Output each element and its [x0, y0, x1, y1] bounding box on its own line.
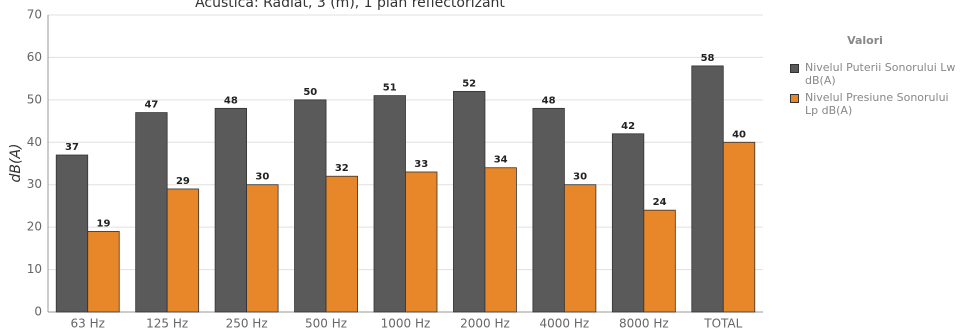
- bar: [135, 112, 168, 313]
- legend-items: Nivelul Puterii Sonorului Lw dB(A) Nivelu…: [790, 61, 960, 117]
- chart-title: Acustica: Radiat, 3 (m), 1 plan reflecto…: [195, 0, 505, 11]
- legend-title: Valori: [847, 34, 883, 47]
- value-label: 40: [732, 129, 746, 140]
- legend-swatch: [790, 64, 799, 73]
- bar: [325, 175, 358, 313]
- x-tick-label: 1000 Hz: [381, 317, 431, 331]
- value-label: 50: [303, 87, 317, 98]
- value-label: 32: [335, 163, 349, 174]
- legend-swatch: [790, 94, 799, 103]
- bar: [405, 171, 438, 313]
- bar: [691, 65, 724, 313]
- legend-item: Nivelul Puterii Sonorului Lw dB(A): [790, 61, 960, 87]
- x-tick-label: TOTAL: [703, 317, 742, 331]
- value-label: 42: [621, 121, 635, 132]
- value-label: 37: [65, 142, 79, 153]
- bar: [532, 107, 565, 313]
- legend: Valori Nivelul Puterii Sonorului Lw dB(A…: [790, 34, 960, 121]
- value-label: 19: [97, 218, 111, 229]
- value-label: 29: [176, 176, 190, 187]
- x-tick-label: 125 Hz: [146, 317, 188, 331]
- bar: [55, 154, 89, 313]
- bar: [246, 184, 279, 313]
- legend-label: Nivelul Presiune Sonorului Lp dB(A): [805, 91, 949, 117]
- value-label: 48: [224, 95, 238, 106]
- y-tick-label: 10: [27, 262, 42, 276]
- value-label: 33: [414, 159, 428, 170]
- y-tick-label: 70: [27, 8, 42, 22]
- legend-label: Nivelul Puterii Sonorului Lw dB(A): [805, 61, 956, 87]
- bar: [611, 133, 645, 313]
- x-tick-label: 4000 Hz: [540, 317, 590, 331]
- bar: [722, 141, 756, 313]
- bar: [643, 209, 676, 313]
- bar: [563, 184, 597, 313]
- y-tick-label: 0: [34, 305, 42, 319]
- legend-item: Nivelul Presiune Sonorului Lp dB(A): [790, 91, 960, 117]
- y-tick-label: 30: [27, 177, 42, 191]
- x-tick-label: 63 Hz: [71, 317, 105, 331]
- bar: [484, 167, 517, 313]
- value-label: 48: [542, 95, 556, 106]
- x-tick-label: 8000 Hz: [619, 317, 669, 331]
- bar: [166, 188, 200, 313]
- x-tick-label: 250 Hz: [226, 317, 268, 331]
- value-label: 51: [383, 83, 397, 94]
- x-tick-label: 500 Hz: [305, 317, 347, 331]
- bar: [294, 99, 327, 313]
- y-axis-label: dB(A): [8, 144, 24, 183]
- bar: [453, 90, 486, 313]
- value-label: 58: [701, 53, 715, 64]
- value-label: 24: [653, 197, 667, 208]
- y-tick-label: 20: [27, 220, 42, 234]
- bar: [214, 107, 248, 313]
- x-tick-label: 2000 Hz: [460, 317, 510, 331]
- value-label: 30: [573, 172, 587, 183]
- y-tick-label: 50: [27, 92, 42, 106]
- y-tick-label: 40: [27, 135, 42, 149]
- value-label: 47: [144, 100, 158, 111]
- bar: [373, 95, 406, 313]
- value-label: 52: [462, 78, 476, 89]
- value-label: 34: [494, 155, 508, 166]
- y-tick-label: 60: [27, 50, 42, 64]
- value-label: 30: [255, 172, 269, 183]
- bar: [87, 230, 120, 313]
